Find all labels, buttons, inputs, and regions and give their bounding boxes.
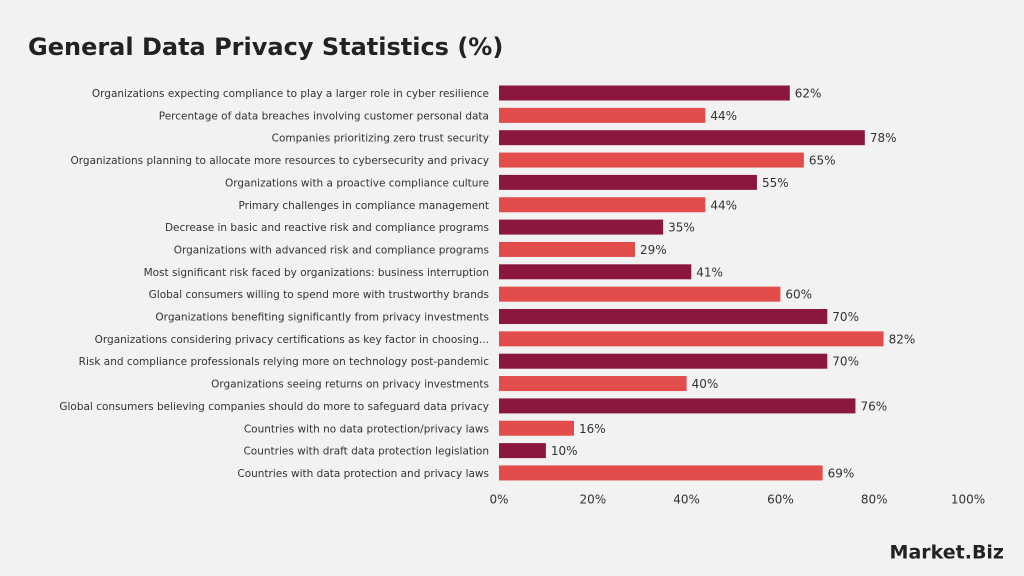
value-label: 44%: [710, 109, 737, 123]
y-tick-label: Organizations with advanced risk and com…: [174, 244, 489, 256]
bar: [499, 443, 546, 459]
y-tick-label: Organizations with a proactive complianc…: [225, 177, 489, 189]
x-tick-label: 100%: [951, 493, 985, 507]
y-tick-label: Primary challenges in compliance managem…: [239, 200, 490, 212]
value-label: 41%: [696, 265, 723, 279]
y-tick-label: Percentage of data breaches involving cu…: [159, 110, 489, 122]
bar: [499, 286, 781, 302]
bar: [499, 152, 804, 168]
value-label: 70%: [832, 310, 859, 324]
value-label: 35%: [668, 221, 695, 235]
y-tick-label: Organizations benefiting significantly f…: [155, 312, 489, 324]
y-tick-label: Global consumers willing to spend more w…: [149, 289, 489, 301]
y-tick-label: Countries with data protection and priva…: [237, 468, 489, 480]
bar: [499, 130, 865, 146]
y-tick-label: Countries with draft data protection leg…: [243, 446, 489, 458]
value-label: 70%: [832, 355, 859, 369]
x-tick-label: 0%: [489, 493, 508, 507]
value-label: 55%: [762, 176, 789, 190]
y-tick-label: Risk and compliance professionals relyin…: [79, 356, 490, 368]
bar: [499, 197, 706, 213]
logo: Market.Biz: [890, 542, 1004, 564]
y-tick-label: Organizations expecting compliance to pl…: [92, 88, 489, 100]
bar: [499, 353, 828, 369]
value-label: 16%: [579, 422, 606, 436]
bar: [499, 465, 823, 481]
bar: [499, 264, 692, 280]
bar: [499, 331, 884, 347]
value-label: 29%: [640, 243, 667, 257]
value-label: 62%: [795, 87, 822, 101]
bar: [499, 174, 757, 190]
value-label: 78%: [870, 131, 897, 145]
chart-title: General Data Privacy Statistics (%): [28, 33, 503, 61]
bar: [499, 219, 664, 235]
bar: [499, 107, 706, 123]
x-tick-label: 20%: [579, 493, 606, 507]
bar: [499, 376, 687, 392]
y-tick-label: Organizations seeing returns on privacy …: [211, 379, 489, 391]
bar: [499, 420, 575, 436]
value-label: 44%: [710, 198, 737, 212]
value-label: 82%: [889, 332, 916, 346]
y-tick-label: Most significant risk faced by organizat…: [144, 267, 489, 279]
y-tick-label: Global consumers believing companies sho…: [59, 401, 489, 413]
value-label: 69%: [828, 466, 855, 480]
bar: [499, 398, 856, 414]
value-label: 76%: [860, 399, 887, 413]
x-tick-label: 40%: [673, 493, 700, 507]
bar: [499, 309, 828, 324]
x-tick-label: 60%: [767, 493, 794, 507]
y-tick-label: Decrease in basic and reactive risk and …: [165, 222, 489, 234]
value-label: 40%: [692, 377, 719, 391]
y-tick-label: Organizations considering privacy certif…: [95, 334, 489, 346]
value-label: 60%: [785, 288, 812, 302]
value-label: 10%: [551, 444, 578, 458]
y-tick-label: Companies prioritizing zero trust securi…: [272, 133, 489, 145]
y-tick-label: Organizations planning to allocate more …: [71, 155, 489, 167]
bar: [499, 85, 790, 101]
bar: [499, 241, 636, 257]
y-tick-label: Countries with no data protection/privac…: [244, 423, 489, 435]
value-label: 65%: [809, 154, 836, 168]
x-tick-label: 80%: [861, 493, 888, 507]
